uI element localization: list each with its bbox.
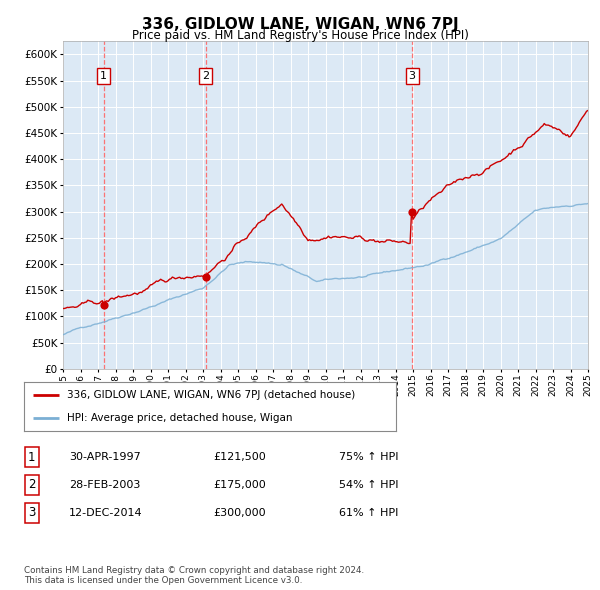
Text: Price paid vs. HM Land Registry's House Price Index (HPI): Price paid vs. HM Land Registry's House … <box>131 30 469 42</box>
Text: 3: 3 <box>409 71 416 81</box>
Text: HPI: Average price, detached house, Wigan: HPI: Average price, detached house, Wiga… <box>67 413 292 423</box>
Text: 336, GIDLOW LANE, WIGAN, WN6 7PJ (detached house): 336, GIDLOW LANE, WIGAN, WN6 7PJ (detach… <box>67 390 355 400</box>
Text: 1: 1 <box>28 451 35 464</box>
Point <box>99 300 109 310</box>
Text: 54% ↑ HPI: 54% ↑ HPI <box>339 480 398 490</box>
Text: 28-FEB-2003: 28-FEB-2003 <box>69 480 140 490</box>
Text: 2: 2 <box>28 478 35 491</box>
Text: £121,500: £121,500 <box>213 453 266 462</box>
Text: 61% ↑ HPI: 61% ↑ HPI <box>339 508 398 517</box>
Text: 3: 3 <box>28 506 35 519</box>
Text: 75% ↑ HPI: 75% ↑ HPI <box>339 453 398 462</box>
Text: 30-APR-1997: 30-APR-1997 <box>69 453 141 462</box>
Text: 336, GIDLOW LANE, WIGAN, WN6 7PJ: 336, GIDLOW LANE, WIGAN, WN6 7PJ <box>142 17 458 31</box>
Text: Contains HM Land Registry data © Crown copyright and database right 2024.
This d: Contains HM Land Registry data © Crown c… <box>24 566 364 585</box>
Text: £300,000: £300,000 <box>213 508 266 517</box>
Point <box>201 273 211 282</box>
Text: 12-DEC-2014: 12-DEC-2014 <box>69 508 143 517</box>
Text: £175,000: £175,000 <box>213 480 266 490</box>
Text: 1: 1 <box>100 71 107 81</box>
Text: 2: 2 <box>202 71 209 81</box>
Point <box>407 207 417 217</box>
